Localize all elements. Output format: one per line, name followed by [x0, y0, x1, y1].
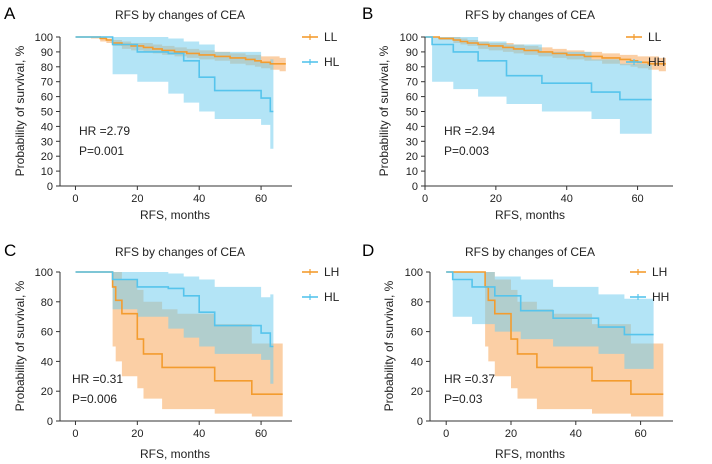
x-tick-label: 20: [131, 193, 143, 205]
y-axis-label: Probability of survival, %: [13, 45, 27, 176]
series-line-hl: [75, 36, 274, 113]
x-tick-label: 40: [570, 428, 582, 440]
y-tick-label: 80: [41, 297, 53, 309]
ci-band-hl: [75, 272, 274, 384]
panel-letter: B: [362, 4, 373, 23]
p-value-annotation: P=0.003: [444, 144, 489, 158]
y-tick-label: 0: [47, 416, 53, 428]
panel-a: A RFS by changes of CEA 0 10 20 30 40 50 60 70 80 9…: [4, 4, 340, 222]
series-line-ll: [425, 36, 666, 65]
panel-letter: C: [4, 241, 16, 260]
y-tick-label: 100: [35, 267, 53, 279]
legend-label: LL: [648, 30, 662, 44]
panel-letter: A: [4, 4, 16, 23]
y-tick-label: 90: [41, 47, 53, 59]
hr-annotation: HR =0.31: [72, 372, 123, 386]
legend-label: HH: [648, 55, 665, 69]
y-tick-label: 80: [41, 62, 53, 74]
y-tick-label: 0: [47, 181, 53, 193]
x-tick-label: 0: [443, 428, 449, 440]
chart-title: RFS by changes of CEA: [115, 245, 245, 259]
hr-annotation: HR =2.79: [79, 124, 130, 138]
legend-label: LL: [324, 30, 338, 44]
x-tick-label: 20: [490, 193, 502, 205]
y-tick-label: 20: [411, 386, 423, 398]
legend-label: LH: [324, 265, 339, 279]
series-line-hh: [446, 271, 654, 336]
p-value-annotation: P=0.006: [72, 392, 117, 406]
x-axis-label: RFS, months: [495, 208, 565, 222]
y-tick-label: 90: [406, 47, 418, 59]
series-line-lh: [75, 271, 283, 395]
y-tick-label: 60: [41, 327, 53, 339]
y-tick-label: 40: [41, 356, 53, 368]
hr-annotation: HR =0.37: [444, 372, 495, 386]
y-tick-label: 80: [411, 297, 423, 309]
y-tick-label: 40: [411, 356, 423, 368]
y-tick-label: 10: [406, 166, 418, 178]
x-tick-label: 40: [193, 193, 205, 205]
x-tick-label: 0: [72, 193, 78, 205]
x-tick-label: 60: [631, 193, 643, 205]
y-tick-label: 80: [406, 62, 418, 74]
y-tick-label: 0: [412, 181, 418, 193]
y-tick-label: 60: [406, 92, 418, 104]
x-tick-label: 0: [72, 428, 78, 440]
x-axis-label: RFS, months: [495, 447, 565, 461]
x-axis-label: RFS, months: [140, 208, 210, 222]
x-axis-label: RFS, months: [140, 447, 210, 461]
y-tick-label: 30: [41, 136, 53, 148]
legend-label: HH: [652, 290, 669, 304]
series-line-hl: [75, 271, 274, 348]
chart-title: RFS by changes of CEA: [465, 245, 595, 259]
chart-title: RFS by changes of CEA: [465, 8, 595, 22]
x-tick-label: 40: [193, 428, 205, 440]
x-tick-label: 40: [561, 193, 573, 205]
y-tick-label: 30: [406, 136, 418, 148]
y-tick-label: 10: [41, 166, 53, 178]
legend-label: LH: [652, 265, 667, 279]
y-tick-label: 20: [41, 386, 53, 398]
ci-band-hl: [75, 37, 274, 149]
y-tick-label: 60: [411, 327, 423, 339]
y-tick-label: 70: [41, 77, 53, 89]
legend-label: HL: [324, 55, 340, 69]
chart-title: RFS by changes of CEA: [115, 8, 245, 22]
p-value-annotation: P=0.03: [444, 392, 483, 406]
panel-letter: D: [362, 241, 374, 260]
x-tick-label: 60: [255, 428, 267, 440]
y-axis-label: Probability of survival, %: [377, 45, 391, 176]
x-tick-label: 20: [131, 428, 143, 440]
y-tick-label: 60: [41, 92, 53, 104]
legend-label: HL: [324, 290, 340, 304]
series-line-hh: [425, 36, 652, 101]
y-tick-label: 20: [41, 151, 53, 163]
y-tick-label: 50: [406, 107, 418, 119]
y-tick-label: 70: [406, 77, 418, 89]
x-tick-label: 20: [505, 428, 517, 440]
y-tick-label: 20: [406, 151, 418, 163]
x-tick-label: 60: [634, 428, 646, 440]
x-tick-label: 60: [255, 193, 267, 205]
hr-annotation: HR =2.94: [444, 124, 495, 138]
panel-b: B RFS by changes of CEA 0 10 20 30 40 50 60 70 80 9…: [362, 4, 673, 222]
y-tick-label: 0: [417, 416, 423, 428]
y-tick-label: 40: [406, 121, 418, 133]
y-axis-label: Probability of survival, %: [13, 280, 27, 411]
y-tick-label: 100: [405, 267, 423, 279]
y-tick-label: 40: [41, 121, 53, 133]
panel-c: C RFS by changes of CEA 0 20 40 60 80 100 0 20 40 6…: [4, 241, 340, 461]
panel-d: D RFS by changes of CEA 0 20 40 60 80 100 0 20 40 6…: [362, 241, 673, 461]
y-tick-label: 50: [41, 107, 53, 119]
x-tick-label: 0: [422, 193, 428, 205]
y-axis-label: Probability of survival, %: [382, 280, 396, 411]
y-tick-label: 100: [400, 32, 418, 44]
y-tick-label: 100: [35, 32, 53, 44]
p-value-annotation: P=0.001: [79, 144, 124, 158]
